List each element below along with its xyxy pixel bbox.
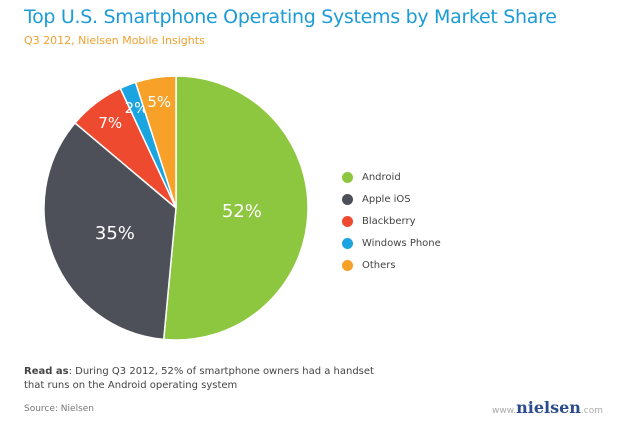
legend-label: Android <box>362 171 401 183</box>
logo-prefix: www. <box>492 406 517 416</box>
legend-item: Blackberry <box>342 210 441 232</box>
pie-slice-android <box>162 75 309 341</box>
legend-swatch <box>342 215 353 227</box>
pie-slice-others <box>134 75 177 209</box>
chart-title: Top U.S. Smartphone Operating Systems by… <box>24 6 557 28</box>
pie-slice-apple-ios <box>43 121 177 341</box>
legend-swatch <box>342 237 353 249</box>
logo-suffix: .com <box>580 406 604 416</box>
source-text: Source: Nielsen <box>24 404 95 414</box>
legend-label: Blackberry <box>362 215 416 227</box>
legend-swatch <box>342 259 353 271</box>
legend-item: Windows Phone <box>342 232 441 254</box>
legend-label: Apple iOS <box>362 193 411 205</box>
nielsen-logo: www.nielsen.com <box>492 398 603 417</box>
data-label: 5% <box>147 93 171 111</box>
read-as-note: Read as: During Q3 2012, 52% of smartpho… <box>24 365 384 393</box>
legend-label: Windows Phone <box>362 237 441 249</box>
legend: Android Apple iOS Blackberry Windows Phone O… <box>342 166 441 276</box>
logo-brand: nielsen <box>516 398 581 417</box>
note-text: : During Q3 2012, 52% of smartphone owne… <box>24 366 374 391</box>
legend-item: Apple iOS <box>342 188 441 210</box>
legend-label: Others <box>362 259 396 271</box>
legend-swatch <box>342 193 353 205</box>
data-label: 52% <box>222 201 262 222</box>
data-label: 7% <box>98 114 122 132</box>
data-label: 35% <box>95 223 135 244</box>
legend-item: Others <box>342 254 441 276</box>
legend-item: Android <box>342 166 441 188</box>
legend-swatch <box>342 171 353 183</box>
note-lead: Read as <box>24 366 69 377</box>
chart-subtitle: Q3 2012, Nielsen Mobile Insights <box>24 34 205 47</box>
